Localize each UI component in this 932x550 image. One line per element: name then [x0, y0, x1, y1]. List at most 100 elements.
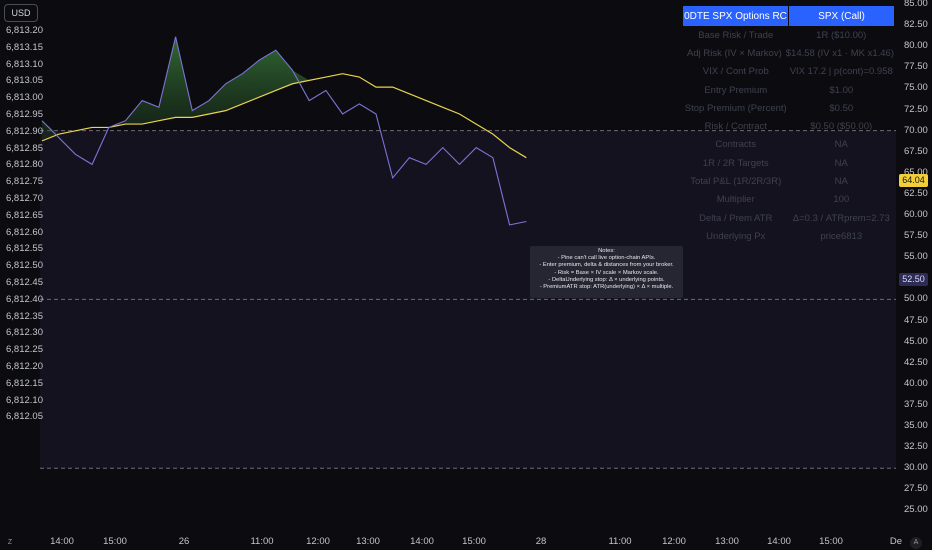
table-row: VIX / Cont Prob VIX 17.2 | p(cont)=0.958 — [683, 63, 894, 81]
time-axis-tick: 15:00 — [819, 536, 843, 547]
timezone-icon[interactable]: Z — [7, 539, 13, 546]
right-axis-tick: 77.50 — [904, 61, 928, 73]
right-axis-tick: 67.50 — [904, 145, 928, 157]
table-cell-label: Adj Risk (IV × Markov) — [686, 47, 782, 59]
table-row: Risk / Contract $0.50 ($50.00) — [683, 117, 894, 135]
table-cell-label: 1R / 2R Targets — [702, 157, 769, 169]
table-cell-value: $0.50 ($50.00) — [810, 121, 873, 133]
right-axis-tick: 70.00 — [904, 124, 928, 136]
left-axis-tick: 6,812.90 — [6, 125, 43, 137]
right-axis-tick: 32.50 — [904, 441, 928, 453]
right-axis-tick: 25.00 — [904, 504, 928, 516]
table-row: Base Risk / Trade 1R ($10.00) — [683, 26, 894, 44]
right-axis-tick: 37.50 — [904, 398, 928, 410]
table-cell-label: Risk / Contract — [704, 121, 767, 133]
table-cell-value: 1R ($10.00) — [816, 29, 867, 41]
left-axis-tick: 6,813.10 — [6, 58, 43, 70]
table-row: Entry Premium $1.00 — [683, 81, 894, 99]
left-axis-tick: 6,812.10 — [6, 394, 43, 406]
time-axis-tick: 15:00 — [103, 536, 127, 547]
left-axis-tick: 6,812.60 — [6, 226, 43, 238]
left-axis-tick: 6,812.25 — [6, 344, 43, 356]
notes-line: - DeltaUnderlying stop: Δ × underlying p… — [548, 276, 665, 283]
table-cell-value: Δ=0.3 / ATRprem=2.73 — [792, 212, 890, 224]
left-axis-tick: 6,812.70 — [6, 193, 43, 204]
table-body: Base Risk / Trade 1R ($10.00) Adj Risk (IV… — [683, 26, 894, 246]
left-axis-tick: 6,812.80 — [6, 159, 43, 171]
table-cell-value: price6813 — [820, 230, 863, 242]
right-axis-tick: 60.00 — [904, 209, 928, 220]
table-cell-label: Underlying Px — [706, 230, 766, 242]
table-row: Multiplier 100 — [683, 191, 894, 209]
table-cell-label: Entry Premium — [704, 84, 768, 96]
time-axis-tick: 14:00 — [767, 536, 791, 547]
time-axis-tick: 13:00 — [356, 536, 380, 547]
right-axis-tick: 30.00 — [904, 462, 928, 474]
notes-line: - Enter premium, delta & distances from … — [539, 262, 674, 269]
table-cell-label: Delta / Prem ATR — [699, 212, 773, 224]
left-axis-tick: 6,812.85 — [6, 142, 43, 154]
right-axis-tick: 62.50 — [904, 187, 928, 199]
left-axis-tick: 6,812.55 — [6, 243, 43, 255]
table-row: Adj Risk (IV × Markov) $14.58 (IV x1 · MK… — [683, 44, 894, 62]
right-axis-tick: 75.00 — [904, 82, 928, 94]
right-axis-tick: 85.00 — [904, 0, 928, 9]
left-axis-tick: 6,812.20 — [6, 361, 43, 372]
currency-button[interactable]: USD — [4, 4, 38, 22]
time-axis-tick: 11:00 — [250, 536, 274, 547]
right-axis-tick: 57.50 — [904, 230, 928, 242]
time-axis-tick: 28 — [535, 536, 547, 547]
table-cell-value: $14.58 (IV x1 · MK x1.46) — [785, 47, 894, 59]
table-header-symbol: SPX (Call) — [789, 6, 894, 26]
right-axis-tick: 47.50 — [904, 314, 928, 326]
right-axis-tick: 45.00 — [904, 335, 928, 347]
right-axis-tick: 80.00 — [904, 40, 928, 52]
left-axis-tick: 6,812.75 — [6, 176, 43, 188]
left-axis-tick: 6,812.40 — [6, 293, 43, 305]
table-cell-value: NA — [834, 176, 848, 188]
table-row: Underlying Px price6813 — [683, 227, 894, 245]
left-axis-tick: 6,812.35 — [6, 310, 43, 322]
right-axis-tick: 72.50 — [904, 103, 928, 115]
time-axis-tick: 15:00 — [462, 536, 486, 547]
table-cell-label: Multiplier — [716, 194, 755, 206]
moving-average-line — [41, 73, 527, 159]
table-header-title: 0DTE SPX Options RC — [683, 6, 789, 26]
current-price-tag: 64.04 — [899, 174, 928, 187]
right-axis-tick: 55.00 — [904, 251, 928, 263]
time-axis-tick: 11:00 — [608, 536, 632, 547]
right-axis-tick: 35.00 — [904, 420, 928, 431]
left-axis-tick: 6,812.45 — [6, 277, 43, 288]
time-axis-tick: 14:00 — [50, 536, 74, 547]
notes-line: - Risk = Base × IV scale × Markov scale. — [554, 269, 659, 276]
notes-line: - PremiumATR stop: ATR(underlying) × Δ ×… — [539, 284, 674, 291]
time-axis-tick: 12:00 — [662, 536, 686, 547]
table-row: 1R / 2R Targets NA — [683, 154, 894, 172]
right-axis-tick: 50.00 — [904, 293, 928, 305]
left-axis-tick: 6,812.30 — [6, 327, 43, 339]
time-axis-tick: 26 — [178, 536, 190, 547]
left-axis-tick: 6,813.00 — [6, 92, 43, 104]
left-axis-tick: 6,812.05 — [6, 411, 43, 423]
auto-scale-button[interactable]: A — [910, 537, 922, 549]
left-axis-tick: 6,812.15 — [6, 377, 43, 389]
price-line — [41, 36, 527, 226]
right-axis-tick: 40.00 — [904, 377, 928, 389]
right-axis-tick: 42.50 — [904, 356, 928, 368]
table-cell-label: Contracts — [715, 139, 757, 151]
table-cell-value: $1.00 — [829, 84, 854, 96]
level-price-tag: 52.50 — [899, 273, 928, 286]
left-axis-tick: 6,812.50 — [6, 260, 43, 272]
time-axis-tick: 13:00 — [715, 536, 739, 547]
table-cell-label: VIX / Cont Prob — [702, 66, 769, 78]
table-row: Delta / Prem ATR Δ=0.3 / ATRprem=2.73 — [683, 209, 894, 227]
notes-line: Notes: — [598, 248, 615, 254]
table-cell-value: VIX 17.2 | p(cont)=0.958 — [789, 66, 893, 78]
above-ma-fill — [42, 36, 310, 141]
left-axis-tick: 6,813.20 — [6, 25, 43, 36]
table-header: 0DTE SPX Options RC SPX (Call) — [683, 6, 894, 26]
notes-line: - Pine can't call live option-chain APIs… — [557, 255, 656, 262]
table-cell-label: Base Risk / Trade — [698, 29, 774, 41]
notes-tooltip: Notes: - Pine can't call live option-chai… — [530, 246, 683, 298]
